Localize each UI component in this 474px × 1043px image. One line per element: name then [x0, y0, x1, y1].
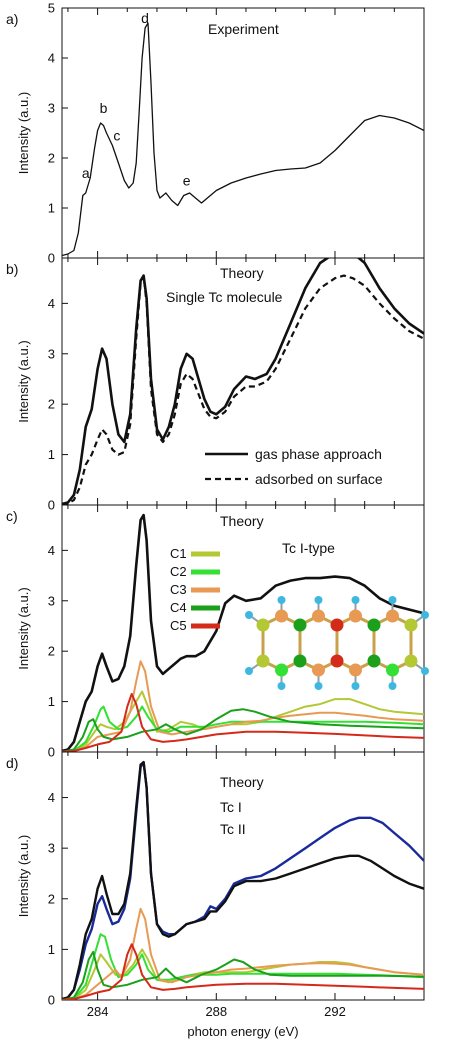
molecule-hydrogen-atom	[351, 682, 360, 690]
molecule-hydrogen-atom	[245, 667, 253, 675]
panel-b-gas-phase-approach-line	[62, 258, 424, 505]
panel-d-ytick-label: 2	[48, 891, 55, 906]
panel-b-ytick-label: 4	[48, 296, 55, 311]
panel-a-ylabel: Intensity (a.u.)	[16, 92, 31, 174]
x-axis-label: photon energy (eV)	[187, 1024, 298, 1039]
panel-b-legend-label: adsorbed on surface	[255, 471, 383, 487]
molecule-carbon-atom	[330, 654, 344, 668]
panel-d-label: d)	[6, 755, 18, 771]
panel-d-tc-ii-line	[62, 760, 424, 1000]
molecule-hydrogen-atom	[314, 596, 323, 604]
panel-c-label: c)	[6, 508, 18, 524]
panel-c-ytick-label: 4	[48, 543, 55, 558]
panel-c-legend-label-c1: C1	[170, 546, 187, 561]
molecule-hydrogen-atom	[277, 596, 286, 604]
molecule-carbon-atom	[293, 654, 307, 668]
panel-a-ytick-label: 5	[48, 1, 55, 16]
molecule-inset	[245, 596, 429, 690]
panel-b-label: b)	[6, 261, 18, 277]
panel-d-series-5-line	[62, 950, 424, 1000]
panel-c-ytick-label: 2	[48, 644, 55, 659]
panel-c-legend-label-c5: C5	[170, 618, 187, 633]
panel-a-peak-label-b: b	[100, 100, 108, 116]
panel-d-ytick-label: 4	[48, 790, 55, 805]
x-tick-label: 292	[324, 1004, 346, 1019]
panel-d-series-6-line	[62, 943, 424, 1000]
panel-d-ytick-label: 3	[48, 841, 55, 856]
molecule-hydrogen-atom	[245, 611, 253, 619]
molecule-carbon-atom	[275, 609, 288, 623]
molecule-hydrogen-atom	[314, 682, 323, 690]
panel-a-title: Experiment	[208, 21, 279, 37]
panel-a-ytick-label: 4	[48, 51, 55, 66]
molecule-hydrogen-atom	[351, 596, 360, 604]
panel-c-ytick-label: 1	[48, 694, 55, 709]
molecule-hydrogen-atom	[277, 682, 286, 690]
panel-a-peak-label-e: e	[183, 173, 191, 189]
molecule-carbon-atom	[312, 663, 325, 677]
panel-a-peak-label-a: a	[82, 165, 90, 181]
molecule-hydrogen-atom	[388, 596, 397, 604]
molecule-carbon-atom	[367, 618, 381, 632]
panel-a-ytick-label: 3	[48, 101, 55, 116]
panel-a-peak-label-c: c	[113, 128, 120, 144]
panel-a-peak-label-d: d	[141, 10, 149, 26]
molecule-carbon-atom	[404, 654, 418, 668]
panel-a-ytick-label: 2	[48, 151, 55, 166]
panel-b-ytick-label: 0	[48, 498, 55, 513]
panel-c-series-0-line	[62, 513, 424, 752]
molecule-carbon-atom	[275, 663, 288, 677]
molecule-carbon-atom	[293, 618, 307, 632]
molecule-carbon-atom	[349, 609, 362, 623]
panel-d-series-4-line	[62, 907, 424, 1000]
panel-c-ytick-label: 0	[48, 745, 55, 760]
panel-d-tc-i-line	[62, 760, 424, 1000]
molecule-carbon-atom	[386, 663, 399, 677]
molecule-carbon-atom	[349, 663, 362, 677]
panel-d-frame	[61, 751, 425, 1001]
panel-a-ytick-label: 1	[48, 201, 55, 216]
molecule-carbon-atom	[312, 609, 325, 623]
panel-c-c4-line	[62, 708, 424, 752]
panel-d-ytick-label: 1	[48, 942, 55, 957]
panel-c-c5-line	[62, 693, 424, 752]
molecule-carbon-atom	[404, 618, 418, 632]
panel-d-title: Theory	[220, 774, 264, 790]
panel-b-legend-label: gas phase approach	[255, 446, 382, 462]
panel-c-title: Theory	[220, 513, 264, 529]
molecule-carbon-atom	[330, 618, 344, 632]
panel-b-adsorbed-on-surface-line	[62, 274, 424, 505]
panel-b-ytick-label: 1	[48, 447, 55, 462]
panel-b-ytick-label: 3	[48, 346, 55, 361]
molecule-carbon-atom	[256, 654, 270, 668]
molecule-carbon-atom	[367, 654, 381, 668]
panel-d-legend-tc-ii: Tc II	[220, 821, 246, 837]
panel-c-legend-label-c3: C3	[170, 582, 187, 597]
panel-d-ytick-label: 0	[48, 993, 55, 1008]
panel-a-series-0-line	[62, 22, 424, 257]
panel-c-ytick-label: 3	[48, 593, 55, 608]
molecule-hydrogen-atom	[421, 611, 429, 619]
x-tick-label: 284	[87, 1004, 109, 1019]
panel-a-label: a)	[6, 11, 18, 27]
molecule-hydrogen-atom	[388, 682, 397, 690]
panel-a-ytick-label: 0	[48, 251, 55, 266]
panel-b-ytick-label: 2	[48, 397, 55, 412]
panel-c-ylabel: Intensity (a.u.)	[16, 587, 31, 669]
panel-b-title: Theory	[220, 265, 264, 281]
molecule-hydrogen-atom	[421, 667, 429, 675]
molecule-carbon-atom	[386, 609, 399, 623]
panel-b-subtitle: Single Tc molecule	[166, 289, 283, 305]
panel-d-series-2-line	[62, 948, 424, 1000]
panel-d-legend-tc-i: Tc I	[220, 799, 242, 815]
panel-c-legend-label-c2: C2	[170, 564, 187, 579]
molecule-carbon-atom	[256, 618, 270, 632]
panel-b-ylabel: Intensity (a.u.)	[16, 340, 31, 422]
panel-c-subtitle: Tc I-type	[282, 540, 335, 556]
panel-d-ylabel: Intensity (a.u.)	[16, 835, 31, 917]
x-tick-label: 288	[205, 1004, 227, 1019]
panel-c-legend-label-c4: C4	[170, 600, 187, 615]
